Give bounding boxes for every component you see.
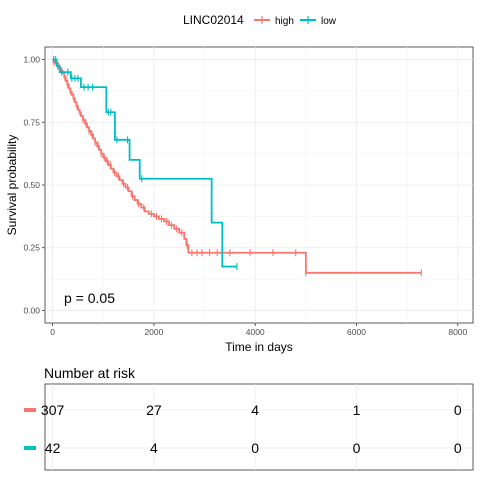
risk-value: 27 [146,402,162,418]
risk-table: Number at risk 307 27 4 1 0 42 4 0 0 0 [24,365,474,471]
y-tick-label: 0.25 [23,243,40,253]
risk-value: 0 [353,440,361,456]
plot-axes: 0 2000 4000 6000 8000 0.00 0.25 0.50 0.75 1.00 [23,55,467,337]
risk-table-title: Number at risk [44,365,136,381]
risk-row-low: 42 4 0 0 0 [24,440,462,456]
risk-row-key-low [24,446,36,450]
legend-label-high: high [275,16,294,27]
x-tick-label: 4000 [246,327,265,337]
plot-series [52,56,422,277]
risk-value: 0 [251,440,259,456]
y-tick-label: 0.00 [23,305,40,315]
risk-table-grid [45,384,473,470]
risk-value: 0 [454,402,462,418]
risk-value: 4 [251,402,259,418]
risk-value: 42 [45,440,61,456]
risk-row-key-high [24,408,36,412]
series-high [52,58,422,277]
series-low [52,56,238,271]
x-tick-label: 6000 [347,327,366,337]
legend: LINC02014 high low [183,13,337,27]
y-axis-title: Survival probability [5,135,19,236]
plot-panel: 0 2000 4000 6000 8000 0.00 0.25 0.50 0.75 1.00 p … [23,46,474,337]
risk-value: 307 [41,402,65,418]
y-tick-label: 1.00 [23,55,40,65]
risk-table-rows: 307 27 4 1 0 42 4 0 0 0 [24,402,462,456]
x-tick-label: 8000 [448,327,467,337]
risk-value: 1 [353,402,361,418]
risk-table-border [44,383,474,471]
plot-grid [45,47,473,323]
x-tick-label: 0 [50,327,55,337]
x-tick-label: 2000 [144,327,163,337]
y-tick-label: 0.50 [23,180,40,190]
legend-item-low: low [300,16,337,27]
risk-row-high: 307 27 4 1 0 [24,402,462,418]
y-tick-label: 0.75 [23,117,40,127]
risk-value: 4 [150,440,158,456]
legend-item-high: high [254,16,294,27]
x-axis-title: Time in days [225,340,293,354]
p-value-annotation: p = 0.05 [64,290,115,306]
risk-value: 0 [454,440,462,456]
legend-label-low: low [321,16,337,27]
legend-title: LINC02014 [183,13,244,27]
